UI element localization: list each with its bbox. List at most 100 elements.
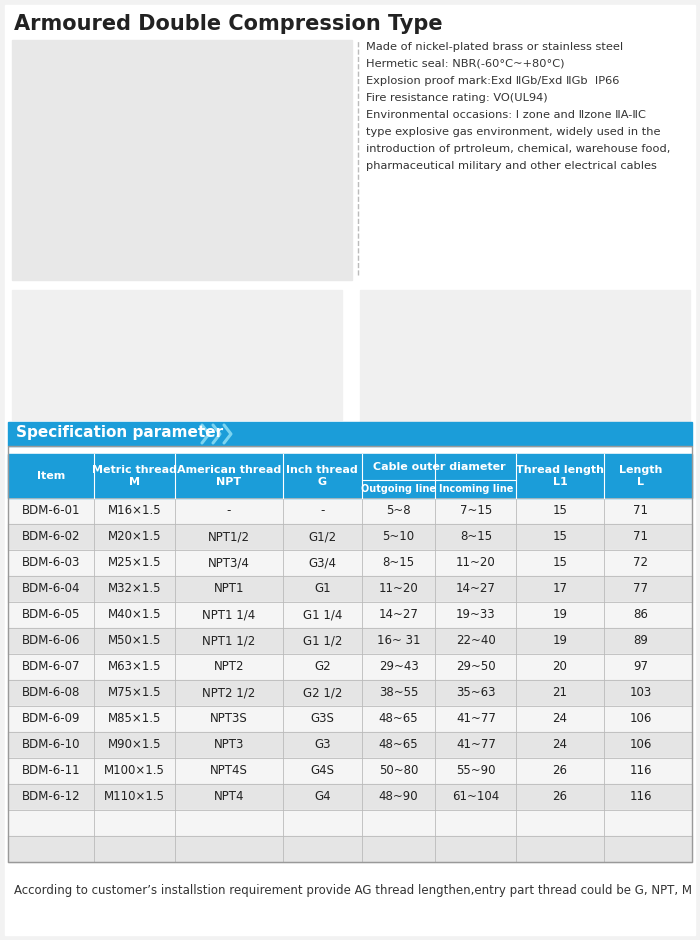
Bar bbox=[8, 706, 692, 732]
Text: -: - bbox=[320, 505, 325, 518]
Text: M75×1.5: M75×1.5 bbox=[108, 686, 161, 699]
Text: 71: 71 bbox=[634, 530, 648, 543]
Text: 29~50: 29~50 bbox=[456, 661, 496, 673]
Text: M63×1.5: M63×1.5 bbox=[108, 661, 161, 673]
Text: BDM-6-11: BDM-6-11 bbox=[22, 764, 80, 777]
Text: 26: 26 bbox=[552, 791, 568, 804]
Bar bbox=[8, 654, 692, 680]
Text: Outgoing line: Outgoing line bbox=[361, 484, 436, 494]
Text: 19~33: 19~33 bbox=[456, 608, 496, 621]
Text: BDM-6-02: BDM-6-02 bbox=[22, 530, 80, 543]
Text: G3/4: G3/4 bbox=[308, 556, 336, 570]
Text: 89: 89 bbox=[634, 634, 648, 648]
Text: NPT3S: NPT3S bbox=[210, 713, 248, 726]
Text: 116: 116 bbox=[629, 764, 652, 777]
Text: BDM-6-01: BDM-6-01 bbox=[22, 505, 80, 518]
Text: Incoming line: Incoming line bbox=[439, 484, 513, 494]
Text: 24: 24 bbox=[552, 713, 568, 726]
Text: G4: G4 bbox=[314, 791, 330, 804]
Text: 24: 24 bbox=[552, 739, 568, 751]
Text: 11~20: 11~20 bbox=[379, 583, 419, 596]
Text: 20: 20 bbox=[552, 661, 568, 673]
Bar bbox=[8, 602, 692, 628]
Text: NPT3: NPT3 bbox=[214, 739, 244, 751]
Text: M20×1.5: M20×1.5 bbox=[108, 530, 161, 543]
Text: M25×1.5: M25×1.5 bbox=[108, 556, 161, 570]
Text: 14~27: 14~27 bbox=[379, 608, 419, 621]
Text: M110×1.5: M110×1.5 bbox=[104, 791, 165, 804]
Text: 61~104: 61~104 bbox=[452, 791, 500, 804]
Bar bbox=[8, 784, 692, 810]
Text: introduction of prtroleum, chemical, warehouse food,: introduction of prtroleum, chemical, war… bbox=[366, 144, 671, 154]
Bar bbox=[8, 836, 692, 862]
Text: 55~90: 55~90 bbox=[456, 764, 496, 777]
Text: -: - bbox=[227, 505, 231, 518]
Text: M50×1.5: M50×1.5 bbox=[108, 634, 161, 648]
Text: Armoured Double Compression Type: Armoured Double Compression Type bbox=[14, 14, 442, 34]
Text: 8~15: 8~15 bbox=[460, 530, 492, 543]
Text: 71: 71 bbox=[634, 505, 648, 518]
Text: 16~ 31: 16~ 31 bbox=[377, 634, 420, 648]
Text: BDM-6-12: BDM-6-12 bbox=[22, 791, 80, 804]
Text: 14~27: 14~27 bbox=[456, 583, 496, 596]
Bar bbox=[8, 628, 692, 654]
Bar bbox=[8, 446, 692, 862]
Text: NPT1 1/4: NPT1 1/4 bbox=[202, 608, 256, 621]
Text: BDM-6-08: BDM-6-08 bbox=[22, 686, 80, 699]
Text: 48~65: 48~65 bbox=[379, 739, 419, 751]
Text: Specification parameter: Specification parameter bbox=[16, 426, 223, 441]
Text: 116: 116 bbox=[629, 791, 652, 804]
Bar bbox=[8, 758, 692, 784]
Text: NPT1/2: NPT1/2 bbox=[208, 530, 250, 543]
Text: 19: 19 bbox=[552, 634, 568, 648]
Text: Thread length
L1: Thread length L1 bbox=[516, 465, 604, 487]
Text: NPT1: NPT1 bbox=[214, 583, 244, 596]
Text: NPT2 1/2: NPT2 1/2 bbox=[202, 686, 256, 699]
Text: 106: 106 bbox=[629, 739, 652, 751]
Text: G2 1/2: G2 1/2 bbox=[302, 686, 342, 699]
Text: Cable outer diameter: Cable outer diameter bbox=[372, 462, 505, 472]
Text: 29~43: 29~43 bbox=[379, 661, 419, 673]
Text: BDM-6-06: BDM-6-06 bbox=[22, 634, 80, 648]
Text: Environmental occasions: I zone and Ⅱzone ⅡA-ⅡC: Environmental occasions: I zone and Ⅱzon… bbox=[366, 110, 646, 120]
Text: 41~77: 41~77 bbox=[456, 713, 496, 726]
Text: 19: 19 bbox=[552, 608, 568, 621]
Text: G2: G2 bbox=[314, 661, 330, 673]
Bar bbox=[12, 290, 342, 420]
Text: 86: 86 bbox=[634, 608, 648, 621]
Bar bbox=[8, 550, 692, 576]
Text: 15: 15 bbox=[552, 530, 568, 543]
Text: G1: G1 bbox=[314, 583, 330, 596]
Bar bbox=[360, 290, 690, 430]
Text: 48~90: 48~90 bbox=[379, 791, 419, 804]
Text: Made of nickel-plated brass or stainless steel: Made of nickel-plated brass or stainless… bbox=[366, 42, 623, 52]
Text: G3S: G3S bbox=[310, 713, 334, 726]
Text: BDM-6-07: BDM-6-07 bbox=[22, 661, 80, 673]
Bar bbox=[12, 40, 352, 280]
Text: M40×1.5: M40×1.5 bbox=[108, 608, 161, 621]
Text: 77: 77 bbox=[634, 583, 648, 596]
Text: NPT3/4: NPT3/4 bbox=[208, 556, 250, 570]
Text: NPT2: NPT2 bbox=[214, 661, 244, 673]
Text: pharmaceutical military and other electrical cables: pharmaceutical military and other electr… bbox=[366, 161, 657, 171]
Text: 11~20: 11~20 bbox=[456, 556, 496, 570]
Text: 48~65: 48~65 bbox=[379, 713, 419, 726]
Text: M100×1.5: M100×1.5 bbox=[104, 764, 165, 777]
Text: 22~40: 22~40 bbox=[456, 634, 496, 648]
Text: G1/2: G1/2 bbox=[308, 530, 337, 543]
Text: Item: Item bbox=[37, 471, 65, 481]
Text: 21: 21 bbox=[552, 686, 568, 699]
Text: 8~15: 8~15 bbox=[382, 556, 414, 570]
Text: 38~55: 38~55 bbox=[379, 686, 419, 699]
Text: Length
L: Length L bbox=[619, 465, 662, 487]
Text: NPT4S: NPT4S bbox=[210, 764, 248, 777]
Text: M32×1.5: M32×1.5 bbox=[108, 583, 161, 596]
Text: BDM-6-03: BDM-6-03 bbox=[22, 556, 80, 570]
Text: NPT4: NPT4 bbox=[214, 791, 244, 804]
Text: 17: 17 bbox=[552, 583, 568, 596]
Bar bbox=[8, 576, 692, 602]
Text: 5~8: 5~8 bbox=[386, 505, 411, 518]
Text: G4S: G4S bbox=[310, 764, 335, 777]
Text: 26: 26 bbox=[552, 764, 568, 777]
Text: American thread
NPT: American thread NPT bbox=[177, 465, 281, 487]
